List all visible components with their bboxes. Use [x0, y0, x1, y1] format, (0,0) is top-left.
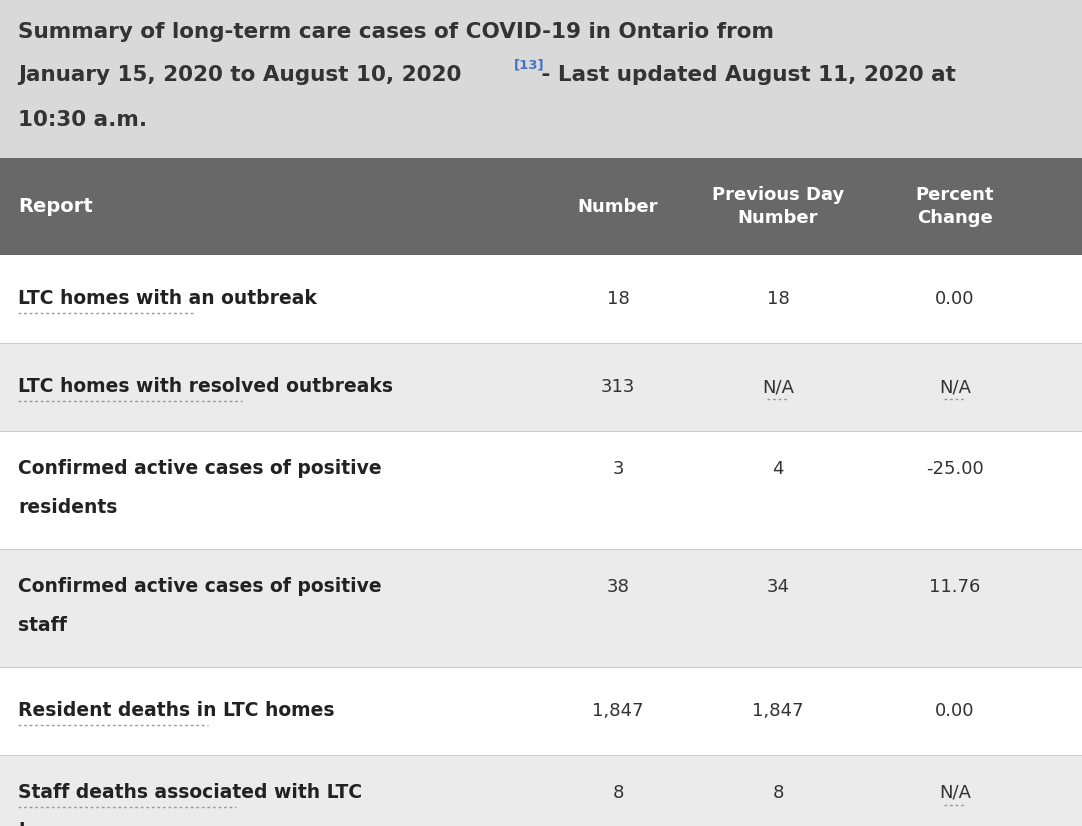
Bar [0, 755, 1082, 826]
Text: 0.00: 0.00 [935, 290, 975, 308]
Bar [0, 0, 1082, 158]
Text: 10:30 a.m.: 10:30 a.m. [18, 110, 147, 130]
Text: 34: 34 [766, 577, 790, 596]
Text: LTC homes with an outbreak: LTC homes with an outbreak [18, 289, 317, 308]
Text: January 15, 2020 to August 10, 2020: January 15, 2020 to August 10, 2020 [18, 65, 461, 85]
Bar [0, 158, 1082, 255]
Bar [0, 431, 1082, 549]
Text: LTC homes with resolved outbreaks: LTC homes with resolved outbreaks [18, 377, 393, 396]
Text: N/A: N/A [939, 784, 971, 802]
Text: Number: Number [578, 197, 658, 216]
Text: Report: Report [18, 197, 93, 216]
Text: Staff deaths associated with LTC: Staff deaths associated with LTC [18, 783, 362, 802]
Text: 11.76: 11.76 [929, 577, 980, 596]
Bar [0, 549, 1082, 667]
Text: Confirmed active cases of positive: Confirmed active cases of positive [18, 459, 382, 478]
Text: Confirmed active cases of positive: Confirmed active cases of positive [18, 577, 382, 596]
Text: Summary of long-term care cases of COVID-19 in Ontario from: Summary of long-term care cases of COVID… [18, 22, 774, 42]
Text: N/A: N/A [939, 378, 971, 396]
Text: 18: 18 [767, 290, 790, 308]
Text: Resident deaths in LTC homes: Resident deaths in LTC homes [18, 701, 334, 720]
Text: 3: 3 [612, 460, 623, 477]
Text: homes: homes [18, 822, 88, 826]
Text: Percent
Change: Percent Change [915, 186, 994, 227]
Text: 1,847: 1,847 [592, 702, 644, 720]
Text: staff: staff [18, 616, 67, 635]
Text: -25.00: -25.00 [926, 460, 984, 477]
Text: 313: 313 [601, 378, 635, 396]
Text: 8: 8 [773, 784, 783, 802]
Text: Previous Day
Number: Previous Day Number [712, 186, 844, 227]
Text: 4: 4 [773, 460, 783, 477]
Text: - Last updated August 11, 2020 at: - Last updated August 11, 2020 at [535, 65, 955, 85]
Text: residents: residents [18, 498, 117, 517]
Text: 18: 18 [607, 290, 630, 308]
Text: 38: 38 [607, 577, 630, 596]
Text: 0.00: 0.00 [935, 702, 975, 720]
Bar [0, 255, 1082, 343]
Text: [13]: [13] [514, 58, 544, 71]
Bar [0, 343, 1082, 431]
Bar [0, 667, 1082, 755]
Text: 8: 8 [612, 784, 623, 802]
Text: 1,847: 1,847 [752, 702, 804, 720]
Text: N/A: N/A [762, 378, 794, 396]
